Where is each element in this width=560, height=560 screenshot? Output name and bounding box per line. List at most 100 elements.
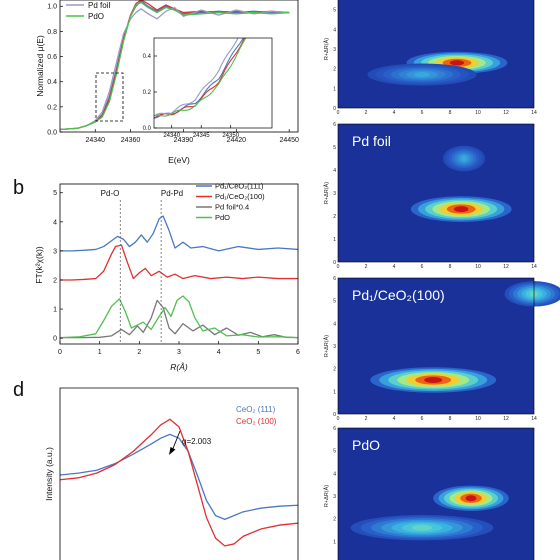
wavelet-xtick-0-2: 4 bbox=[393, 110, 396, 116]
wavelet-ylabel-2: R+ΔR(Å) bbox=[323, 335, 330, 357]
panel-d-letter: d bbox=[13, 379, 24, 401]
g-arrow-head bbox=[169, 447, 176, 455]
wavelet-ytick-0-1: 1 bbox=[333, 86, 336, 92]
wavelet-xtick-1-6: 12 bbox=[503, 264, 509, 270]
panel-b-xtick-label-1: 1 bbox=[98, 349, 102, 356]
wavelet-xtick-2-2: 4 bbox=[393, 416, 396, 422]
wavelet-frame-3 bbox=[337, 427, 535, 560]
panel-b-guides bbox=[119, 200, 162, 344]
g-factor-annotation: g=2.003 bbox=[169, 430, 212, 455]
wavelet-band-3-1-6 bbox=[411, 524, 433, 531]
panel-d-ylabel: Intensity (a.u.) bbox=[44, 447, 54, 501]
panel-a-series-3-pdo bbox=[60, 1, 290, 131]
panel-a-lines bbox=[60, 0, 290, 131]
wavelet-ylabel-3: R+ΔR(Å) bbox=[323, 485, 330, 507]
wavelet-band-0-0-6 bbox=[449, 60, 465, 66]
inset-xtick-label-2: 24350 bbox=[222, 133, 239, 139]
panel-a-ytick-label-4: 0.8 bbox=[47, 29, 57, 36]
wavelet-ytick-2-3: 3 bbox=[333, 344, 336, 350]
wavelet-xtick-2-4: 8 bbox=[449, 416, 452, 422]
wavelet-panels: 012345602468101214R+ΔR(Å)012345602468101… bbox=[323, 0, 560, 560]
panel-b-legend-label-1: Pd₁/CeO₂(100) bbox=[215, 192, 265, 201]
inset-ticks: 24340 24345 24350 0.0 0.2 0.4 bbox=[143, 54, 240, 139]
wavelet-label-3: PdO bbox=[352, 437, 380, 453]
wavelet-ytick-3-2: 2 bbox=[333, 517, 336, 523]
wavelet-xtick-1-1: 2 bbox=[365, 264, 368, 270]
panel-d-legend: CeO₂ (111) CeO₂ (100) bbox=[236, 405, 277, 426]
panel-a-legend: Pd foil PdO bbox=[66, 1, 110, 21]
panel-b-series-2-pd-foil-0-4 bbox=[60, 299, 298, 339]
wavelet-band-1-1-6 bbox=[461, 155, 467, 162]
panel-a-ticks: 24340 24360 24390 24420 24450 0.0 0.2 0.4 0.6 0.8… bbox=[47, 4, 299, 144]
wavelet-xtick-1-7: 14 bbox=[531, 264, 537, 270]
panel-a-xtick-label-3: 24420 bbox=[227, 137, 247, 144]
panel-b-series-0-pd-ceo-111 bbox=[60, 215, 298, 252]
panel-b-xtick-label-6: 6 bbox=[296, 349, 300, 356]
panel-b-ticks: 0 1 2 3 4 5 6 0 1 2 3 4 5 bbox=[53, 190, 300, 356]
wavelet-ylabel-1: R+ΔR(Å) bbox=[323, 182, 330, 204]
wavelet-ytick-1-3: 3 bbox=[333, 191, 336, 197]
wavelet-ytick-0-3: 3 bbox=[333, 47, 336, 53]
wavelet-xtick-2-6: 12 bbox=[503, 416, 509, 422]
wavelet-ytick-3-6: 6 bbox=[333, 426, 336, 432]
panel-a-ytick-label-2: 0.4 bbox=[47, 79, 57, 86]
panel-b-letter: b bbox=[13, 177, 24, 199]
panel-b-ytick-label-3: 3 bbox=[53, 248, 57, 255]
wavelet-ytick-3-4: 4 bbox=[333, 471, 336, 477]
wavelet-frame-0 bbox=[337, 0, 535, 109]
wavelet-ytick-3-5: 5 bbox=[333, 449, 336, 455]
panel-a-xtick-label-4: 24450 bbox=[279, 137, 299, 144]
panel-a-xtick-label-1: 24360 bbox=[121, 137, 141, 144]
wavelet-xtick-0-0: 0 bbox=[337, 110, 340, 116]
panel-b-series-3-pdo bbox=[60, 295, 298, 339]
panel-b-xtick-label-0: 0 bbox=[58, 349, 62, 356]
legend-label-pdo: PdO bbox=[88, 12, 104, 21]
panel-b-ytick-label-0: 0 bbox=[53, 336, 57, 343]
wavelet-xtick-2-3: 6 bbox=[421, 416, 424, 422]
wavelet-xtick-0-6: 12 bbox=[503, 110, 509, 116]
wavelet-ytick-2-2: 2 bbox=[333, 367, 336, 373]
panel-b-xtick-label-3: 3 bbox=[177, 349, 181, 356]
wavelet-ytick-0-0: 0 bbox=[333, 106, 336, 112]
wavelet-band-2-0-6 bbox=[424, 377, 443, 383]
panel-b-ylabel: FT(k²χ(k)) bbox=[34, 246, 44, 284]
wavelet-ytick-2-5: 5 bbox=[333, 299, 336, 305]
inset-series-3 bbox=[154, 38, 247, 117]
panel-b-xtick-label-4: 4 bbox=[217, 349, 221, 356]
wavelet-xtick-0-5: 10 bbox=[475, 110, 481, 116]
legend-label-pd-foil: Pd foil bbox=[88, 1, 110, 10]
wavelet-xtick-0-4: 8 bbox=[449, 110, 452, 116]
wavelet-ytick-3-1: 1 bbox=[333, 539, 336, 545]
wavelet-xtick-2-7: 14 bbox=[531, 416, 537, 422]
wavelet-ytick-1-4: 4 bbox=[333, 168, 336, 174]
panel-b-lines bbox=[60, 215, 298, 339]
panel-b-xtick-label-5: 5 bbox=[256, 349, 260, 356]
panel-b-ytick-label-5: 5 bbox=[53, 190, 57, 197]
wavelet-xtick-1-5: 10 bbox=[475, 264, 481, 270]
inset-ytick-label-1: 0.2 bbox=[143, 90, 152, 96]
panel-a-ytick-label-1: 0.2 bbox=[47, 104, 57, 111]
wavelet-xtick-0-3: 6 bbox=[421, 110, 424, 116]
wavelet-ytick-1-5: 5 bbox=[333, 145, 336, 151]
wavelet-ylabel-0: R+ΔR(Å) bbox=[323, 38, 330, 60]
wavelet-xtick-1-4: 8 bbox=[449, 264, 452, 270]
wavelet-label-1: Pd foil bbox=[352, 133, 391, 149]
panel-b-xtick-label-2: 2 bbox=[137, 349, 141, 356]
wavelet-bg-1 bbox=[338, 124, 534, 262]
panel-a-ytick-label-5: 1.0 bbox=[47, 4, 57, 11]
legend-label-ceo2-111: CeO₂ (111) bbox=[236, 405, 276, 414]
inset-series-2 bbox=[154, 38, 239, 117]
inset-lines bbox=[154, 38, 247, 119]
panel-a-ytick-label-0: 0.0 bbox=[47, 129, 57, 136]
panel-d-series-1-ceo-100 bbox=[60, 418, 298, 547]
wavelet-xtick-0-7: 14 bbox=[531, 110, 537, 116]
panel-b-xlabel: R(Å) bbox=[170, 362, 188, 372]
inset-series-1 bbox=[154, 38, 245, 119]
wavelet-ytick-3-3: 3 bbox=[333, 494, 336, 500]
wavelet-xtick-1-3: 6 bbox=[421, 264, 424, 270]
panel-b-series-1-pd-ceo-100 bbox=[60, 244, 298, 281]
wavelet-xtick-2-5: 10 bbox=[475, 416, 481, 422]
panel-a-xlabel: E(eV) bbox=[168, 155, 190, 165]
panel-d-lines bbox=[60, 418, 298, 547]
